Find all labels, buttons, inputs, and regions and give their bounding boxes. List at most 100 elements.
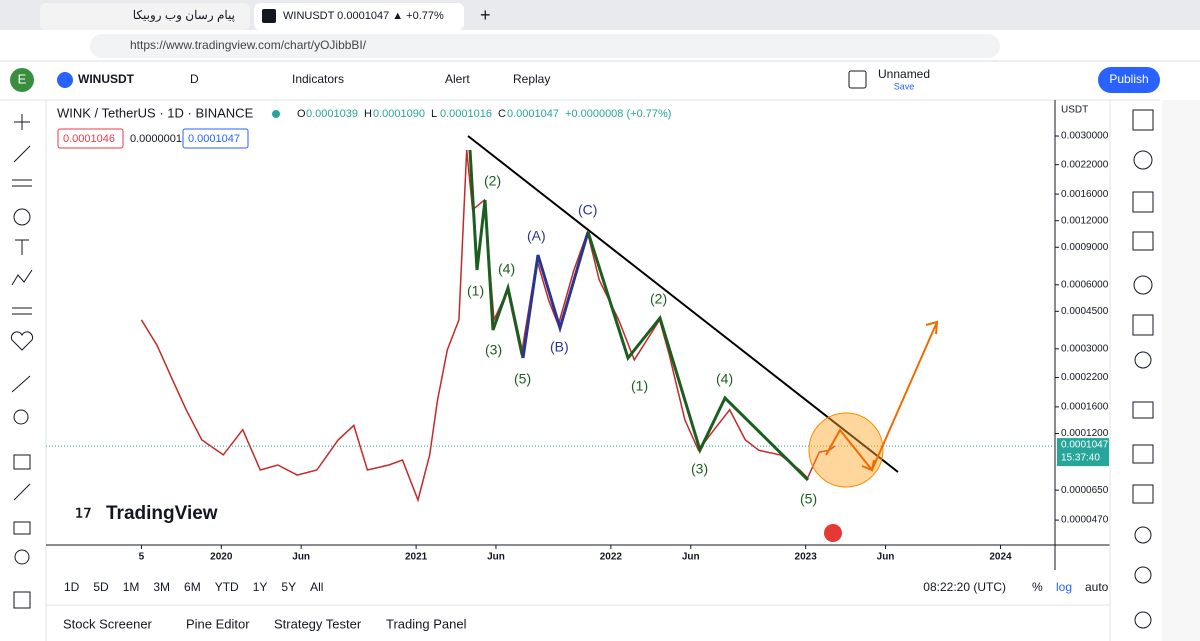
ohlc-value: 0.0001047 [507, 108, 559, 120]
log-toggle[interactable]: log [1056, 580, 1072, 594]
bid-box[interactable] [57, 128, 124, 149]
wave-label: (3) [691, 461, 708, 477]
y-tick-label: 0.0012000 [1061, 215, 1109, 226]
currency[interactable]: USDT [1061, 105, 1088, 116]
ohlc-change: +0.0000008 (+0.77%) [565, 108, 671, 120]
y-tick-label: 0.0030000 [1061, 131, 1109, 142]
replay[interactable]: Replay [513, 72, 550, 86]
layout-name[interactable]: Unnamed [878, 67, 930, 81]
range-button[interactable]: 1M [123, 580, 140, 594]
arrow-head [925, 320, 939, 335]
countdown: 15:37:40 [1061, 453, 1100, 464]
clock: 08:22:20 (UTC) [923, 580, 1006, 594]
url: https://www.tradingview.com/chart/yOJibb… [130, 38, 367, 52]
highlight-circle[interactable] [808, 412, 884, 488]
wave-label: (5) [514, 371, 531, 387]
symbol[interactable]: WINUSDT [78, 72, 135, 86]
range-button[interactable]: All [310, 580, 323, 594]
y-tick-label: 0.0000470 [1061, 515, 1109, 526]
percent-toggle[interactable]: % [1032, 580, 1043, 594]
publish-label: Publish [1109, 72, 1148, 86]
auto-toggle[interactable]: auto [1085, 580, 1109, 594]
event-flag[interactable] [824, 524, 842, 542]
widget-bar [1132, 109, 1154, 629]
watermark[interactable]: TradingView [106, 503, 218, 524]
indicators[interactable]: Indicators [292, 72, 344, 86]
trend-line[interactable] [467, 135, 899, 473]
ohlc: O 0.0001039 H 0.0001090 L 0.0001016 C 0.0001047… [297, 108, 671, 120]
alert[interactable]: Alert [445, 72, 470, 86]
watermark-bg [60, 490, 230, 538]
range-button[interactable]: 6M [184, 580, 201, 594]
wave-label: (2) [484, 173, 501, 189]
y-tick-label: 0.0003000 [1061, 343, 1109, 354]
range-button[interactable]: 5D [93, 580, 109, 594]
panel-tab[interactable]: Strategy Tester [274, 616, 362, 631]
publish-button[interactable] [1098, 67, 1160, 93]
projection-arrow[interactable] [825, 321, 938, 472]
tab-title: WINUSDT 0.0001047 ▲ +0.77% [283, 10, 444, 22]
x-tick-label: 2022 [600, 552, 623, 563]
ask-box[interactable] [182, 128, 249, 149]
ohlc-key: O [297, 108, 306, 120]
tab[interactable] [40, 3, 250, 30]
y-tick-label: 0.0001600 [1061, 402, 1109, 413]
ohlc-key: C [498, 108, 506, 120]
range-button[interactable]: 3M [153, 580, 170, 594]
y-tick-label: 0.0009000 [1061, 242, 1109, 253]
wave-label: (C) [578, 202, 597, 218]
x-tick-label: 2024 [989, 552, 1012, 563]
ohlc-value: 0.0001016 [440, 108, 492, 120]
range-button[interactable]: 1D [64, 580, 80, 594]
wave-line[interactable] [586, 231, 810, 482]
x-tick-label: Jun [682, 552, 700, 563]
ohlc-key: L [431, 108, 437, 120]
address-bar[interactable] [90, 34, 1000, 58]
range-bar: 1D 5D 1M 3M 6M YTD 1Y 5Y All [64, 580, 323, 594]
y-tick-label: 0.0001200 [1061, 428, 1109, 439]
x-tick-label: Jun [292, 552, 310, 563]
spread: 0.0000001 [130, 133, 182, 145]
interval[interactable]: D [190, 72, 199, 86]
y-tick-label: 0.0000650 [1061, 485, 1109, 496]
x-tick-label: Jun [877, 552, 895, 563]
avatar[interactable] [10, 68, 34, 92]
plot: 0.0030000 0.0022000 0.0016000 0.0012000 0.00… [46, 131, 1109, 563]
y-tick-label: 0.0002200 [1061, 372, 1109, 383]
svg-text:𝟣𝟩: 𝟣𝟩 [75, 505, 92, 520]
ohlc-value: 0.0001090 [373, 108, 425, 120]
legend-title: WINK / TetherUS · 1D · BINANCE [57, 105, 254, 120]
wave-label: (A) [527, 228, 546, 244]
wave-label: (4) [716, 371, 733, 387]
panel-tab[interactable]: Trading Panel [386, 616, 467, 631]
avatar-letter: E [18, 71, 27, 86]
drawing-tools [10, 114, 34, 609]
range-button[interactable]: YTD [215, 580, 239, 594]
tab-icon [262, 9, 276, 23]
wave-label: (5) [800, 491, 817, 507]
arrow-head [861, 459, 875, 472]
x-tick-label: Jun [487, 552, 505, 563]
bid: 0.0001046 [63, 133, 115, 145]
wave-label: (1) [631, 378, 648, 394]
x-tick-label: 5 [139, 552, 145, 563]
tab-title: پیام رسان وب روبیکا [133, 8, 235, 22]
range-button[interactable]: 1Y [253, 580, 268, 594]
ask: 0.0001047 [188, 133, 240, 145]
y-tick-label: 0.0004500 [1061, 306, 1109, 317]
wave-label: (B) [550, 339, 569, 355]
x-tick-label: 2023 [795, 552, 818, 563]
panel-tab[interactable]: Stock Screener [63, 616, 153, 631]
panel-tab[interactable]: Pine Editor [186, 616, 250, 631]
wave-label: (4) [498, 261, 515, 277]
wave-line[interactable] [521, 231, 590, 359]
new-tab[interactable]: + [480, 5, 491, 25]
wave-line[interactable] [468, 149, 525, 359]
save[interactable]: Save [894, 81, 915, 91]
y-tick-label: 0.0016000 [1061, 189, 1109, 200]
layout-icon [848, 70, 867, 89]
symbol-icon [57, 72, 73, 88]
tab-active[interactable] [254, 3, 464, 30]
range-button[interactable]: 5Y [281, 580, 296, 594]
